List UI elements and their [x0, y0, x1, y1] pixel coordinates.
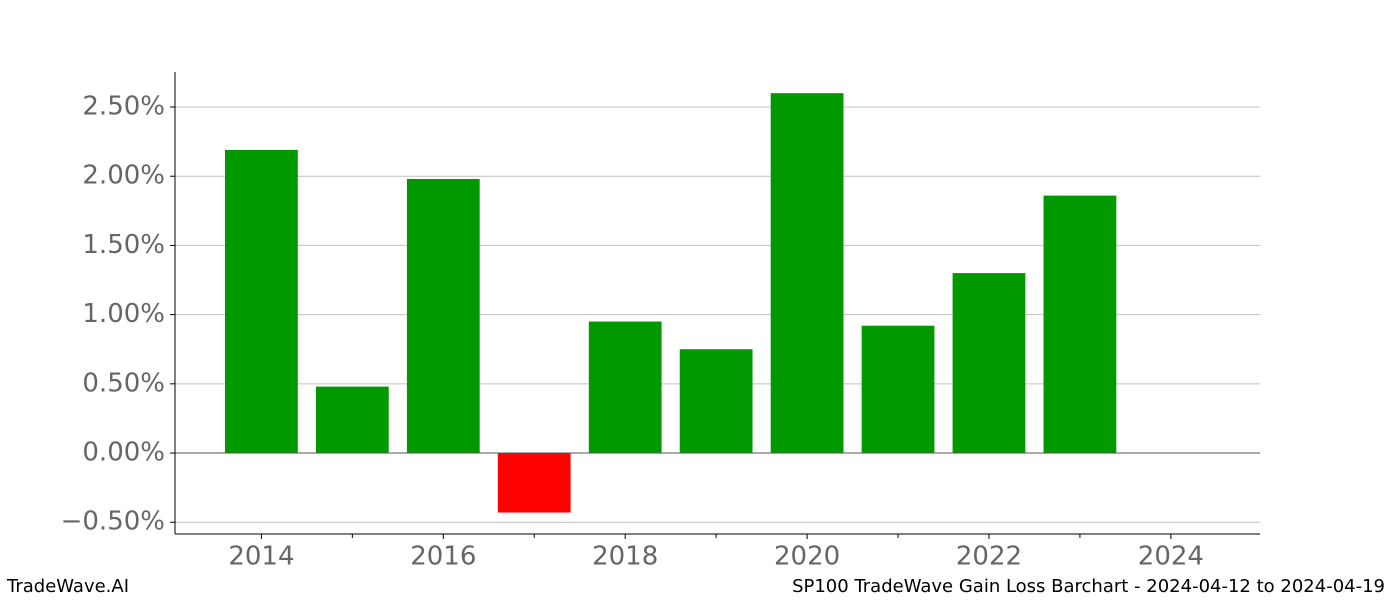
bar — [952, 273, 1026, 454]
bar — [588, 321, 662, 454]
footer-right: SP100 TradeWave Gain Loss Barchart - 202… — [792, 576, 1385, 597]
bar — [1043, 195, 1117, 454]
bar — [497, 453, 571, 513]
y-tick-label: 2.50% — [82, 92, 165, 122]
bar — [770, 93, 844, 454]
bar — [315, 386, 389, 454]
y-tick-label: 0.00% — [82, 438, 165, 468]
bar — [679, 349, 753, 454]
y-tick-label: 1.00% — [82, 299, 165, 329]
y-tick-label: 0.50% — [82, 368, 165, 398]
bar — [861, 325, 935, 454]
y-tick-label: 2.00% — [82, 161, 165, 191]
footer-left: TradeWave.AI — [6, 576, 129, 597]
x-tick-label: 2020 — [774, 542, 840, 572]
x-tick-label: 2024 — [1138, 542, 1204, 572]
x-tick-label: 2022 — [956, 542, 1022, 572]
x-tick-label: 2014 — [228, 542, 294, 572]
y-tick-label: 1.50% — [82, 230, 165, 260]
y-tick-label: −0.50% — [61, 507, 165, 537]
bar — [225, 149, 298, 454]
x-tick-label: 2016 — [410, 542, 476, 572]
bar — [406, 178, 480, 454]
x-tick-label: 2018 — [592, 542, 658, 572]
